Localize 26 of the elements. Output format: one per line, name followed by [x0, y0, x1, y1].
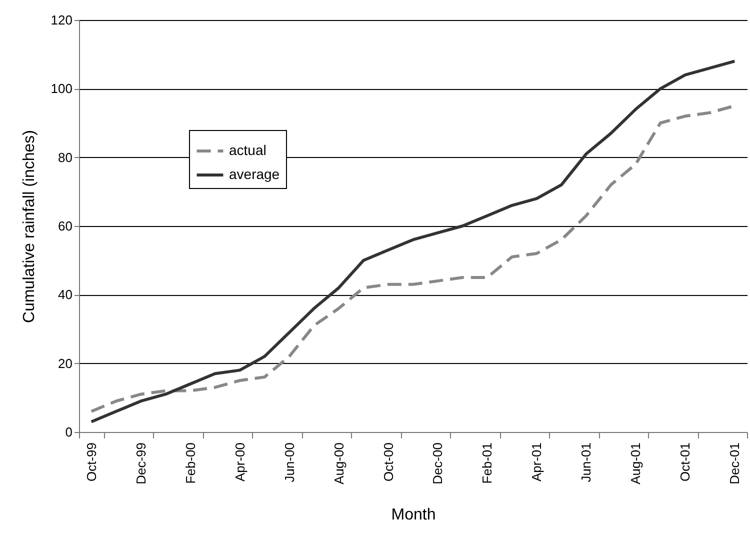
x-tick-label: Apr-00 — [232, 442, 248, 482]
x-tick-label: Feb-00 — [182, 442, 198, 484]
x-tick-label: Jun-01 — [578, 442, 594, 482]
x-tick-label: Oct-01 — [678, 442, 693, 482]
x-tick-label: Jun-00 — [282, 442, 297, 482]
y-tick-label: 20 — [58, 356, 72, 371]
y-tick-label: 0 — [65, 424, 72, 440]
legend-label: actual — [229, 142, 266, 158]
x-tick-label: Oct-00 — [380, 442, 396, 482]
x-axis-title: Month — [391, 506, 436, 524]
x-tick-label: Aug-01 — [628, 442, 644, 484]
x-tick-label: Dec-01 — [727, 442, 742, 484]
y-tick-label: 120 — [50, 12, 72, 28]
x-tick-label: Dec-99 — [133, 442, 148, 484]
y-axis-title: Cumulative rainfall (inches) — [20, 130, 38, 323]
y-tick-label: 80 — [58, 150, 72, 165]
x-tick-label: Feb-01 — [480, 442, 495, 484]
x-tick-label: Dec-00 — [430, 442, 446, 484]
x-tick-label: Aug-00 — [331, 442, 346, 484]
y-tick-label: 100 — [50, 81, 72, 96]
line-series — [90, 60, 736, 424]
y-tick-label: 40 — [58, 287, 72, 302]
y-tick-label: 60 — [58, 218, 72, 234]
x-tick-label: Apr-01 — [529, 442, 544, 482]
x-tick-label: Oct-99 — [84, 442, 99, 482]
legend-label: average — [229, 166, 280, 182]
